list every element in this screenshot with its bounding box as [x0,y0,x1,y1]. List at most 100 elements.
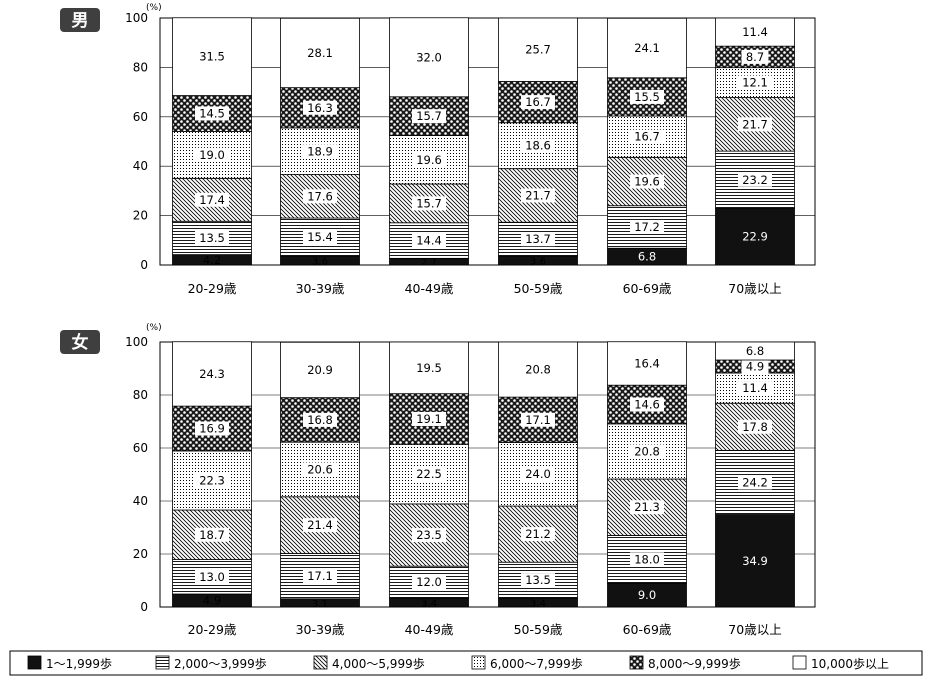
y-tick-label: 20 [133,209,148,223]
legend-label: 6,000～7,999歩 [490,656,583,671]
data-label-bg [630,397,664,412]
data-label: 4.9 [203,594,221,608]
data-label: 16.4 [634,356,660,370]
data-label-bg [521,412,555,427]
bar-segment [389,17,469,98]
data-label: 13.7 [525,232,551,246]
data-label: 12.0 [416,575,442,589]
data-label-bg [630,129,664,144]
legend-label: 2,000～3,999歩 [174,656,267,671]
data-label: 14.4 [416,234,442,248]
data-label-bg [630,552,664,567]
data-label-bg [303,412,337,427]
data-label: 16.7 [525,95,551,109]
data-label: 15.4 [307,230,333,244]
data-label-bg [303,462,337,477]
data-label: 6.8 [746,344,764,358]
panel-badge: 女 [60,330,100,354]
data-label: 19.0 [199,148,225,162]
data-label: 17.8 [742,420,768,434]
x-tick-label: 70歳以上 [728,622,781,637]
data-label-bg [303,189,337,204]
data-label: 19.5 [416,361,442,375]
legend-label: 4,000～5,999歩 [332,656,425,671]
bar-segment [715,341,795,361]
data-label: 14.5 [199,106,225,120]
x-tick-label: 20-29歳 [188,281,237,296]
y-tick-label: 0 [140,258,148,272]
bar-segment [172,95,252,132]
legend-swatch [313,655,328,670]
data-label-bg [412,109,446,124]
bar-segment [607,341,687,386]
data-label: 24.2 [742,475,768,489]
data-label: 17.1 [525,413,551,427]
bar-segment [498,442,578,507]
x-tick-label: 30-39歳 [296,281,345,296]
data-label: 13.5 [525,573,551,587]
bar-segment [607,17,687,79]
data-label: 16.3 [307,101,333,115]
data-label-bg [412,152,446,167]
panel-badge-label: 男 [72,11,89,31]
data-label-bg [303,144,337,159]
data-label-bg [195,421,229,436]
data-label: 18.7 [199,528,225,542]
data-label-bg [195,147,229,162]
data-label-bg [630,219,664,234]
bar-segment [172,17,252,96]
legend-swatch [471,655,486,670]
data-label-bg [630,89,664,104]
chart-panel-1: 0 20 40 60 80 100(%) 男 4.2 13.5 17.4 19.0 14.5 31.5 2… [60,3,816,296]
panel-badge-bg [60,8,100,32]
bar-segment [280,341,360,399]
data-label-bg [630,174,664,189]
legend-swatch [155,655,170,670]
data-label: 3.4 [530,598,546,609]
panel-badge-bg [60,330,100,354]
data-label-bg [741,49,769,64]
data-label-bg [412,233,446,248]
data-label: 8.7 [746,50,764,64]
y-unit-label: (%) [146,323,162,333]
data-label-bg [303,518,337,533]
y-tick-label: 40 [133,159,148,173]
data-label: 17.4 [199,193,225,207]
data-label-bg [738,419,772,434]
data-label-bg [521,573,555,588]
legend-frame [9,650,923,676]
x-tick-label: 20-29歳 [188,622,237,637]
data-label-bg [738,117,772,132]
data-label: 15.5 [634,90,660,104]
y-tick-label: 60 [133,110,148,124]
data-label: 17.1 [307,569,333,583]
x-tick-label: 40-49歳 [405,281,454,296]
data-label: 13.5 [199,231,225,245]
legend: 1～1,999歩 2,000～3,999歩 4,000～5,999歩 6,000～7,… [9,650,923,676]
data-label-bg [303,569,337,584]
x-tick-label: 50-59歳 [514,622,563,637]
bar-segment [498,505,578,563]
y-tick-label: 40 [133,494,148,508]
bar-segment [280,17,360,89]
data-label: 22.5 [416,467,442,481]
plot-frame [159,341,816,608]
data-label: 19.1 [416,412,442,426]
data-label-bg [521,467,555,482]
data-label: 16.8 [307,413,333,427]
x-tick-label: 30-39歳 [296,622,345,637]
bar-segment [715,208,795,266]
data-label: 6.8 [638,250,656,264]
data-label: 16.9 [199,422,225,436]
data-label: 22.3 [199,473,225,487]
data-label: 20.9 [307,363,333,377]
data-label: 2.7 [421,258,437,269]
data-label-bg [195,473,229,488]
data-label-bg [521,232,555,247]
bar-segment [607,205,687,249]
data-label: 25.7 [525,43,551,57]
bar-segment [715,17,795,47]
x-tick-label: 40-49歳 [405,622,454,637]
data-label: 15.7 [416,196,442,210]
